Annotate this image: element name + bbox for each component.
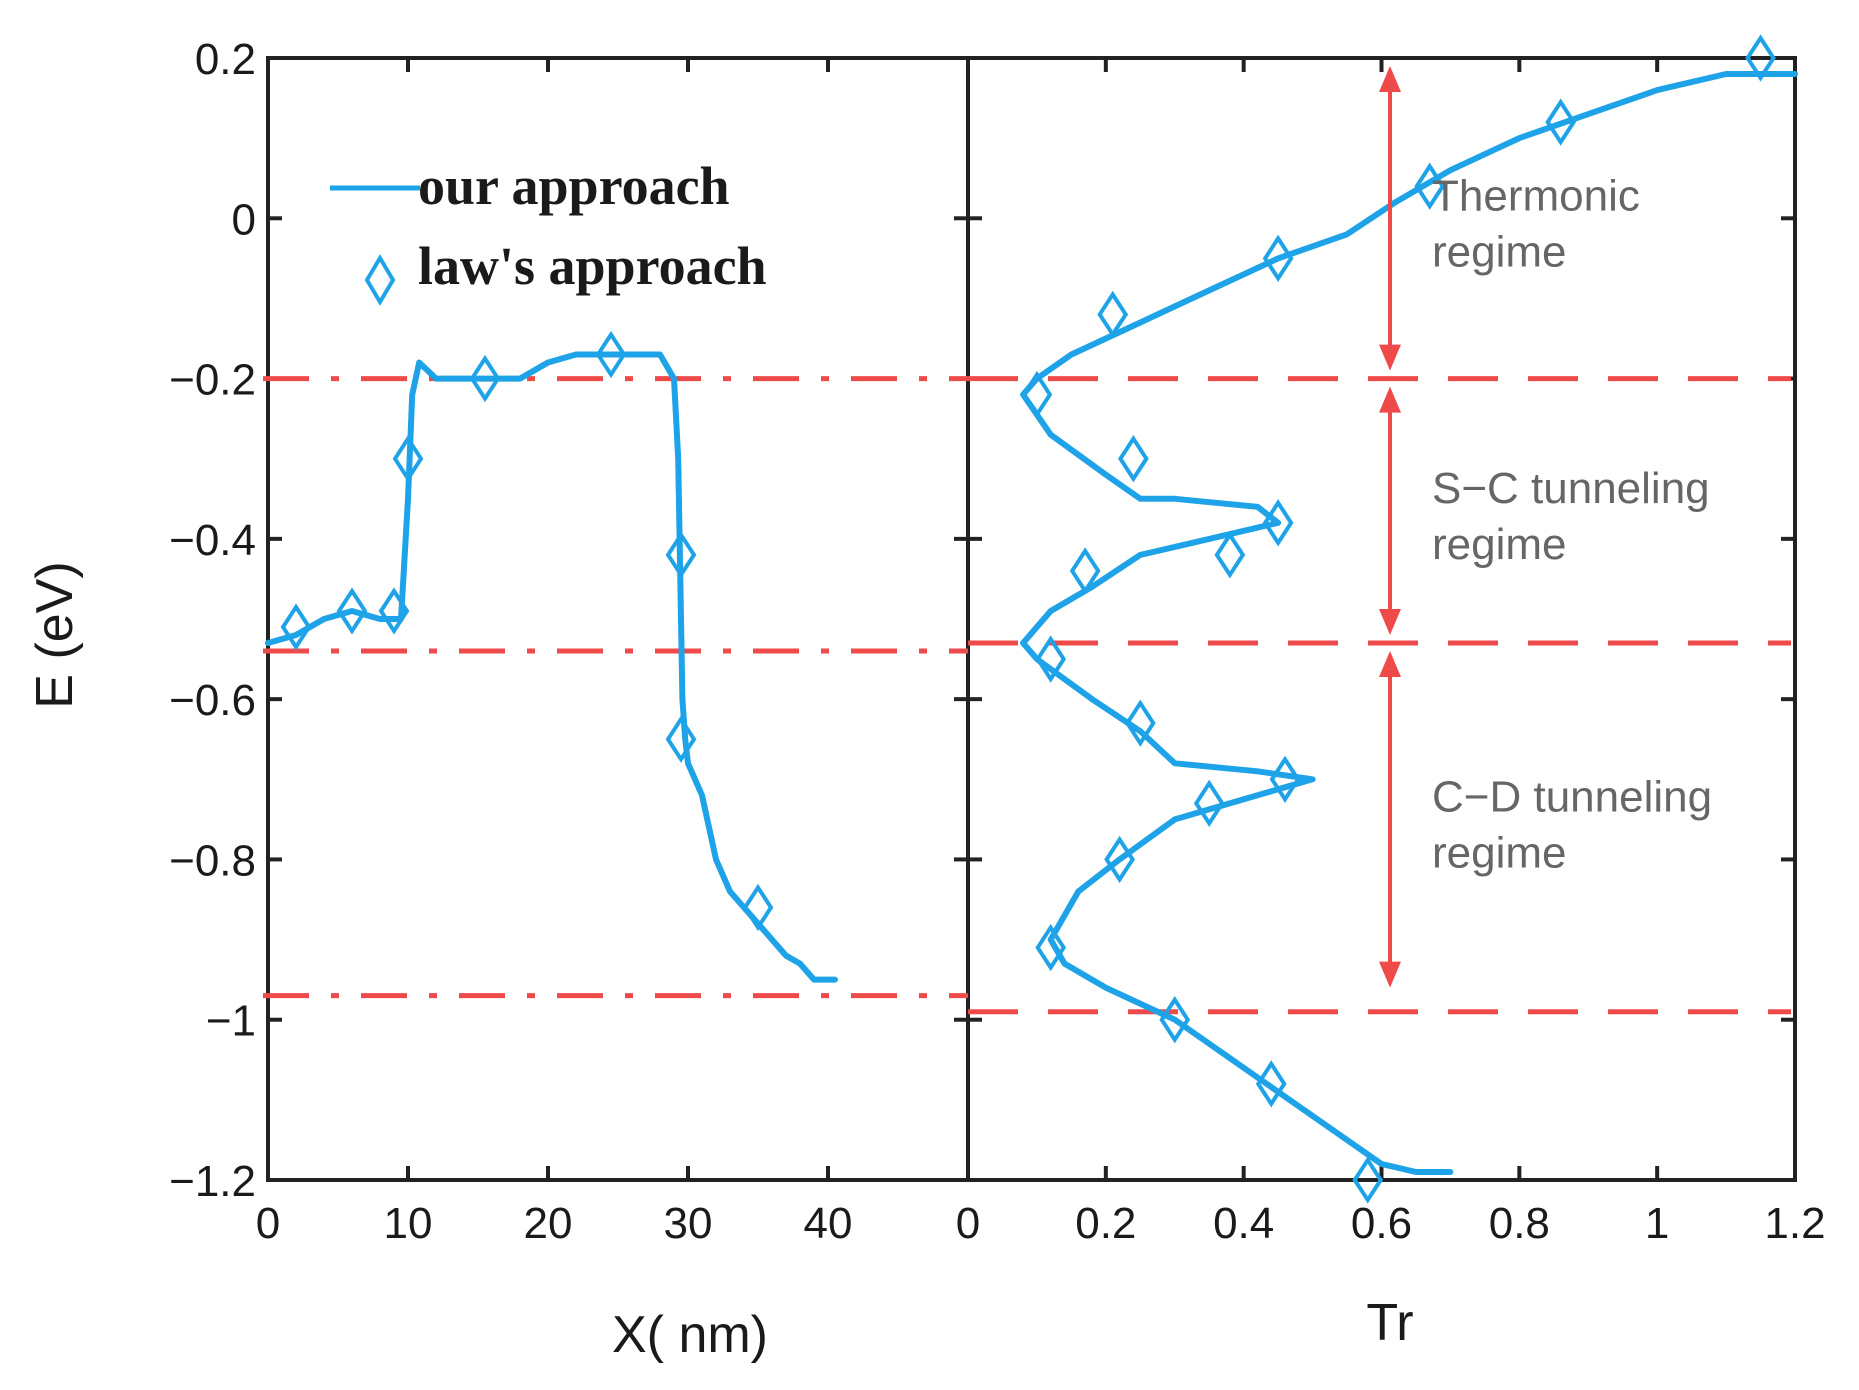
reference-lines xyxy=(263,376,1791,1015)
laws-approach-marker xyxy=(1745,34,1776,82)
laws-approach-marker xyxy=(665,715,697,763)
regime-arrow-head-up xyxy=(1379,386,1401,413)
regime-label: S−C tunneling xyxy=(1432,464,1710,513)
x-axis-title-left: X( nm) xyxy=(612,1306,768,1364)
regime-arrow-head-down xyxy=(1379,344,1401,371)
regime-arrow-head-up xyxy=(1379,651,1401,678)
laws-approach-marker xyxy=(336,587,368,635)
laws-approach-marker xyxy=(665,531,697,579)
y-tick-label: 0.2 xyxy=(195,35,256,84)
laws-approach-marker xyxy=(1118,435,1149,483)
regime-label-line2: regime xyxy=(1432,227,1567,276)
our-approach-line-left xyxy=(265,351,838,983)
x-tick-label: 0.2 xyxy=(1075,1199,1136,1248)
x-tick-label: 0.4 xyxy=(1213,1199,1274,1248)
laws-approach-marker xyxy=(1104,835,1136,884)
laws-approach-marker xyxy=(1352,1156,1384,1204)
x-tick-label: 0 xyxy=(956,1199,980,1248)
laws-approach-marker xyxy=(280,603,312,651)
regime-arrow-head-down xyxy=(1379,609,1401,636)
legend-label-laws-approach: law's approach xyxy=(418,236,767,296)
legend-diamond-swatch xyxy=(364,254,396,306)
series-layer xyxy=(265,34,1798,1204)
y-tick-label: −0.4 xyxy=(169,516,256,565)
regime-label-line2: regime xyxy=(1432,520,1567,569)
x-tick-label: 20 xyxy=(524,1199,573,1248)
x-tick-label: 0 xyxy=(256,1199,280,1248)
laws-approach-marker xyxy=(1159,996,1191,1044)
y-tick-label: −0.2 xyxy=(169,356,256,405)
x-tick-label: 1.2 xyxy=(1764,1199,1825,1248)
laws-approach-marker xyxy=(1069,547,1101,595)
laws-approach-marker xyxy=(392,435,424,483)
regime-label-line2: regime xyxy=(1432,828,1567,877)
our-approach-line-right xyxy=(1020,71,1798,1175)
regime-label: Thermonic xyxy=(1432,171,1640,220)
tick-labels: 0 10 20 30 400.20−0.2−0.4−0.6−0.8−1−1.20 0.2 0… xyxy=(169,35,1825,1248)
x-tick-label: 0.6 xyxy=(1351,1199,1412,1248)
laws-approach-marker xyxy=(1255,1060,1287,1108)
y-tick-label: −0.6 xyxy=(169,676,256,725)
laws-approach-marker xyxy=(1545,98,1577,146)
laws-approach-marker xyxy=(1214,531,1246,579)
laws-approach-marker xyxy=(1262,499,1294,547)
laws-approach-marker xyxy=(1414,162,1446,210)
y-axis-title: E (eV) xyxy=(26,561,84,708)
regime-arrow-head-down xyxy=(1379,961,1401,988)
x-tick-label: 40 xyxy=(804,1199,853,1248)
x-tick-label: 0.8 xyxy=(1489,1199,1550,1248)
laws-approach-marker xyxy=(1262,234,1294,283)
regime-arrow-head-up xyxy=(1379,66,1401,92)
laws-approach-marker xyxy=(1269,755,1301,803)
x-tick-label: 10 xyxy=(384,1199,433,1248)
regime-label: C−D tunneling xyxy=(1432,772,1712,821)
regime-annotations: Thermonic regime S−C tunneling regime C−D tu… xyxy=(1379,66,1712,988)
y-tick-label: 0 xyxy=(232,195,256,244)
y-tick-label: −1 xyxy=(206,997,256,1046)
y-tick-label: −0.8 xyxy=(169,836,256,885)
y-tick-label: −1.2 xyxy=(169,1157,256,1206)
laws-approach-marker xyxy=(1035,635,1067,683)
laws-approach-marker xyxy=(378,587,410,635)
laws-approach-marker xyxy=(1097,290,1129,339)
laws-approach-marker xyxy=(1124,699,1156,747)
laws-approach-marker xyxy=(742,883,774,932)
x-tick-label: 30 xyxy=(664,1199,713,1248)
x-axis-title-right: Tr xyxy=(1366,1294,1413,1352)
laws-approach-marker xyxy=(595,330,627,379)
laws-approach-marker xyxy=(469,354,501,403)
legend: our approach law's approach xyxy=(330,156,767,306)
legend-label-our-approach: our approach xyxy=(418,156,730,216)
x-tick-label: 1 xyxy=(1645,1199,1669,1248)
laws-approach-marker xyxy=(1193,779,1225,827)
laws-approach-marker xyxy=(1021,370,1053,419)
laws-approach-marker xyxy=(1035,923,1067,972)
